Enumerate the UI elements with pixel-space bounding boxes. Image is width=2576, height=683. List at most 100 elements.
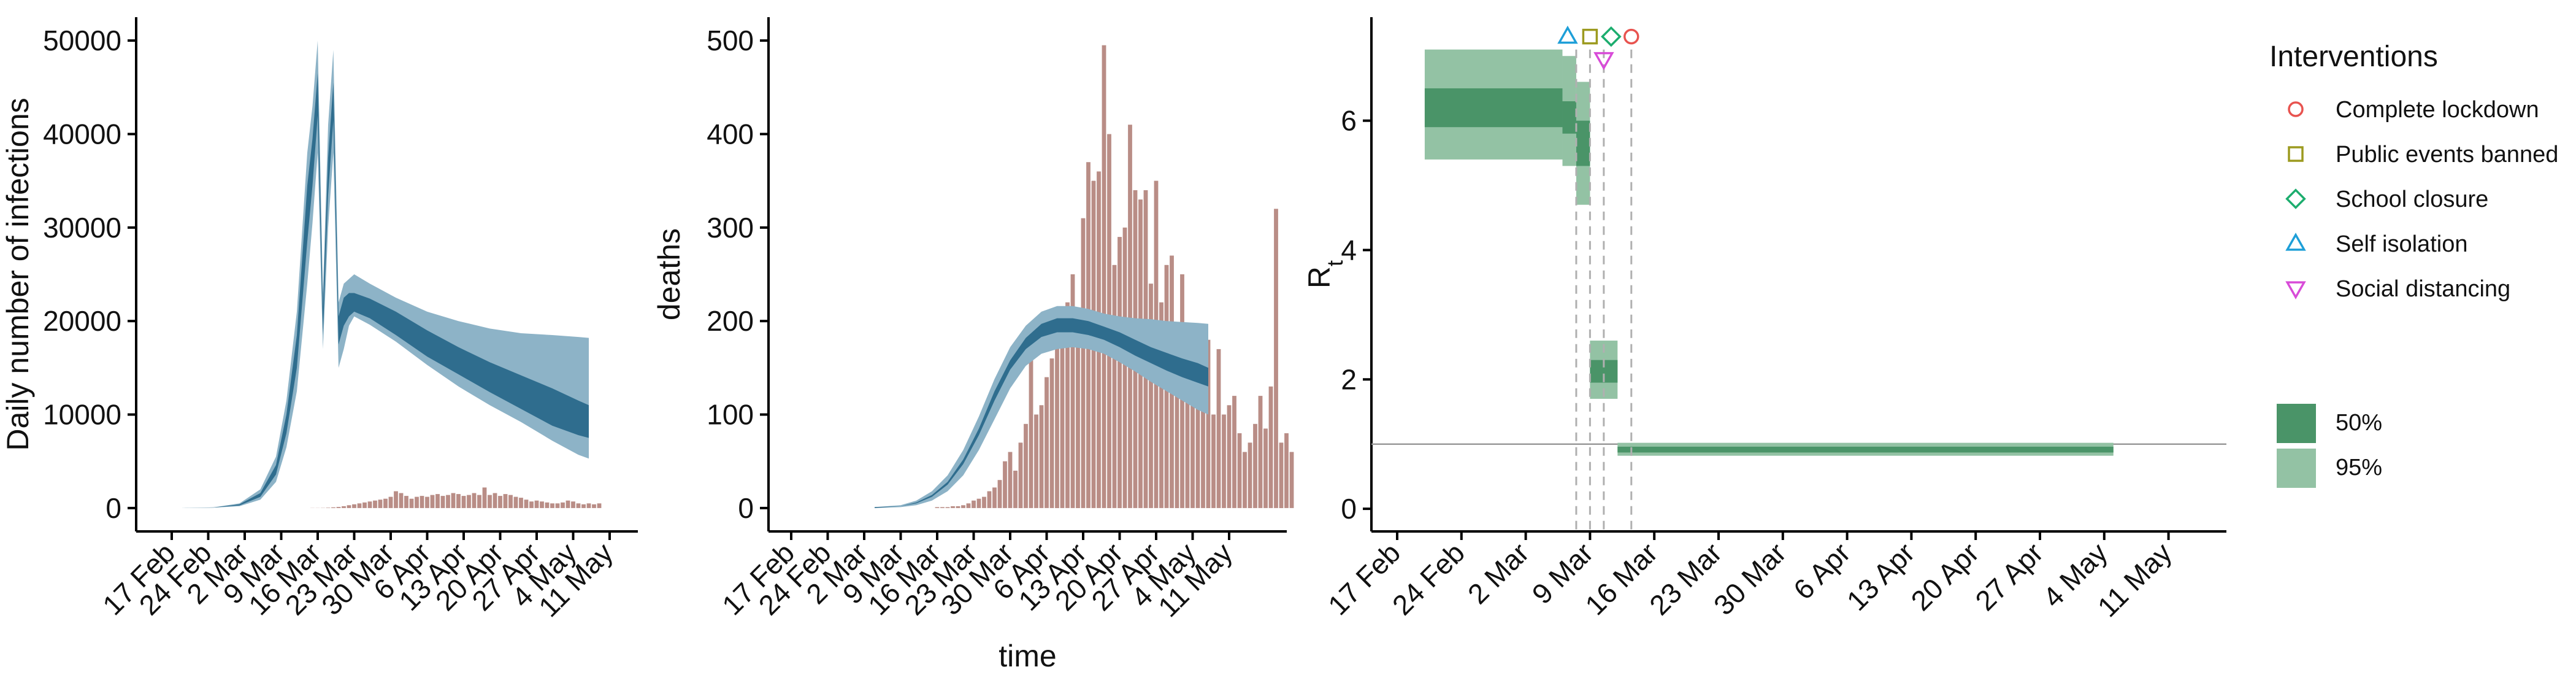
bar xyxy=(1018,442,1023,508)
bar xyxy=(1024,423,1028,508)
legend-label: 50% xyxy=(2336,410,2382,436)
bar xyxy=(565,500,570,508)
y-tick-label: 40000 xyxy=(43,118,121,150)
bar xyxy=(347,505,351,508)
rt-band-50 xyxy=(1617,446,2114,453)
bar xyxy=(529,501,534,508)
bar xyxy=(524,500,529,508)
bar xyxy=(586,503,591,508)
bar xyxy=(446,495,450,508)
bar xyxy=(976,498,981,508)
bar xyxy=(992,487,997,508)
y-tick-label: 200 xyxy=(707,305,754,337)
bar xyxy=(519,498,523,508)
bar xyxy=(597,503,602,508)
x-tick-label: 24 Feb xyxy=(1386,536,1471,621)
bar xyxy=(1190,405,1195,508)
bar xyxy=(1128,125,1132,508)
bar xyxy=(966,503,971,508)
bar xyxy=(1274,209,1278,508)
legend: Interventions Complete lockdown Public eve… xyxy=(2269,41,2558,488)
bar xyxy=(425,496,429,508)
intervention-marker xyxy=(1582,28,1598,45)
legend-label: School closure xyxy=(2336,187,2488,212)
bar xyxy=(493,493,497,508)
bar xyxy=(935,507,940,508)
band-95 xyxy=(875,306,1208,508)
bar xyxy=(945,507,950,508)
bar xyxy=(461,496,466,508)
bar xyxy=(1045,377,1049,508)
y-tick-label: 6 xyxy=(1341,105,1357,137)
bar xyxy=(513,496,518,508)
legend-swatch xyxy=(2277,449,2316,488)
y-tick-label: 0 xyxy=(738,492,754,524)
bar xyxy=(1289,452,1294,508)
x-tick-label: 20 Apr xyxy=(1904,536,1985,617)
bar xyxy=(1060,330,1065,508)
bar xyxy=(383,498,388,508)
y-tick-label: 0 xyxy=(1341,493,1357,525)
legend-marker xyxy=(2288,101,2304,117)
x-tick-label: 2 Mar xyxy=(1462,536,1535,610)
legend-marker xyxy=(2288,146,2304,162)
bar xyxy=(1258,396,1263,508)
bar xyxy=(1216,349,1221,508)
legend-label: 95% xyxy=(2336,455,2382,480)
rt-band-50 xyxy=(1576,120,1590,166)
y-axis-title: Rt xyxy=(1302,260,1347,288)
legend-marker xyxy=(2285,233,2306,251)
y-tick-label: 400 xyxy=(707,118,754,150)
legend-label: Social distancing xyxy=(2336,276,2510,302)
bar xyxy=(581,504,586,508)
x-tick-label: 30 Mar xyxy=(1708,536,1792,621)
x-axis-title: time xyxy=(999,639,1056,673)
bar xyxy=(1248,442,1252,508)
bar xyxy=(1222,414,1226,508)
bar xyxy=(388,496,393,508)
legend-title: Interventions xyxy=(2269,41,2438,73)
x-tick-label: 11 May xyxy=(2091,536,2178,623)
bar xyxy=(982,496,986,508)
bar xyxy=(430,495,435,508)
bar xyxy=(367,501,372,508)
bar xyxy=(1279,442,1284,508)
legend-marker xyxy=(2285,281,2306,299)
bar xyxy=(472,493,477,508)
x-tick-label: 27 Apr xyxy=(1969,536,2049,617)
bar xyxy=(534,500,539,508)
legend-label: Complete lockdown xyxy=(2336,97,2539,123)
bar xyxy=(352,504,356,508)
bar xyxy=(956,506,960,508)
x-tick-label: 16 Mar xyxy=(1579,536,1663,621)
intervention-marker xyxy=(1593,52,1614,71)
rt-band-50 xyxy=(1424,88,1563,128)
bar xyxy=(342,506,346,508)
bar xyxy=(1149,284,1153,508)
y-axis-title: Daily number of infections xyxy=(1,98,35,450)
band-95 xyxy=(182,41,589,508)
bar xyxy=(1081,218,1086,508)
bar xyxy=(1195,386,1200,508)
bar xyxy=(503,494,508,508)
y-tick-label: 4 xyxy=(1341,234,1357,266)
bar xyxy=(550,503,554,508)
band-50 xyxy=(182,73,589,508)
bar xyxy=(545,502,550,508)
bar xyxy=(1232,396,1236,508)
y-tick-label: 500 xyxy=(707,25,754,56)
x-tick-label: 13 Apr xyxy=(1841,536,1921,617)
bar xyxy=(1175,339,1179,508)
bar xyxy=(362,502,367,508)
bar xyxy=(1253,423,1257,508)
bar xyxy=(420,496,424,508)
legend-swatch xyxy=(2277,404,2316,443)
bar xyxy=(540,501,544,508)
bar xyxy=(482,487,487,508)
y-tick-label: 100 xyxy=(707,399,754,431)
y-tick-label: 0 xyxy=(105,492,121,524)
